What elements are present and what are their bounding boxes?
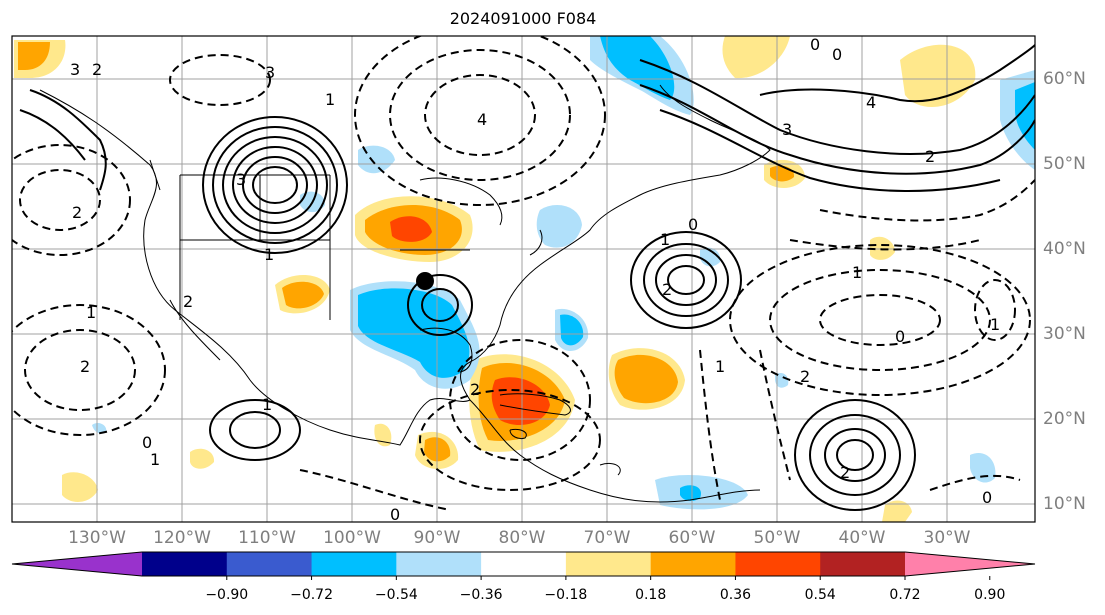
colorbar-tick-label: 0.90 (974, 587, 1006, 603)
contour-label: 2 (925, 147, 935, 166)
lon-label: 130°W (68, 528, 126, 548)
colorbar-segment (650, 552, 736, 576)
colorbar-tick-label: −0.72 (290, 587, 333, 603)
contour-label: 2 (183, 292, 193, 311)
solid-contours (19, 44, 1035, 511)
colorbar-extend-high (905, 552, 1035, 576)
lon-label: 80°W (498, 528, 546, 548)
contour-label: 2 (72, 203, 82, 222)
contour-label: 2 (470, 380, 480, 399)
colorbar-segment (142, 552, 228, 576)
contour-label: 1 (990, 315, 1000, 334)
contour-label: 4 (866, 93, 876, 112)
lon-label: 70°W (583, 528, 631, 548)
lon-label: 50°W (753, 528, 801, 548)
contour-label: 1 (262, 395, 272, 414)
lon-label: 60°W (668, 528, 716, 548)
colorbar-tick-label: −0.90 (205, 587, 249, 603)
contour-label: 2 (80, 357, 90, 376)
lon-label: 40°W (838, 528, 886, 548)
contour-label: 0 (142, 433, 152, 452)
contour-label: 1 (150, 450, 160, 469)
contour-label: 2 (662, 280, 672, 299)
contour-label: 0 (688, 215, 698, 234)
lat-label: 20°N (1043, 409, 1086, 429)
lat-label: 60°N (1043, 69, 1086, 89)
lon-label: 30°W (923, 528, 971, 548)
lat-label: 10°N (1043, 494, 1086, 514)
colorbar-extend-low (12, 552, 142, 576)
colorbar-segment (226, 552, 313, 576)
contour-label: 2 (800, 367, 810, 386)
contour-label: 0 (982, 488, 992, 507)
contour-label: 3 (782, 120, 792, 139)
colorbar-segment (735, 552, 821, 576)
contour-label: 3 (236, 170, 246, 189)
colorbar-segment (396, 552, 482, 576)
lat-label: 50°N (1043, 154, 1086, 174)
colorbar-tick-label: −0.36 (459, 587, 503, 603)
contour-label: 0 (810, 35, 820, 54)
colorbar-segment (565, 552, 652, 576)
contour-label: 2 (840, 463, 850, 482)
contour-label: 4 (477, 110, 487, 129)
lon-label: 110°W (238, 528, 296, 548)
colorbar-segment (820, 552, 906, 576)
lon-label: 100°W (323, 528, 381, 548)
colorbar-segment (311, 552, 397, 576)
contour-label: 1 (715, 357, 725, 376)
contour-label: 0 (390, 505, 400, 524)
contour-label: 1 (660, 230, 670, 249)
lat-label: 30°N (1043, 324, 1086, 344)
dashed-contours (12, 36, 1035, 511)
colorbar-segment (481, 552, 567, 576)
contour-label: 3 (70, 60, 80, 79)
colorbar-tick-label: −0.18 (544, 587, 588, 603)
contour-label: 0 (832, 45, 842, 64)
colorbar-tick-label: 0.54 (804, 587, 836, 603)
map-title: 2024091000 F084 (449, 9, 597, 28)
colorbar-tick-label: −0.54 (374, 587, 418, 603)
coastlines (39, 84, 771, 503)
contour-label: 0 (895, 327, 905, 346)
colorbar-tick-label: 0.36 (719, 587, 752, 603)
contour-label: 2 (92, 60, 102, 79)
contour-label: 1 (86, 303, 96, 322)
contour-labels: 3 2 3 4 1 0 4 0 3 2 1 1 2 0 2 3 1 0 1 2 … (70, 35, 1000, 524)
colorbar-tick-label: 0.72 (889, 587, 921, 603)
contour-label: 1 (325, 90, 335, 109)
contour-label: 1 (852, 263, 862, 282)
location-marker (416, 272, 434, 290)
graticule (12, 36, 1035, 522)
lon-label: 120°W (153, 528, 211, 548)
contour-label: 3 (265, 63, 275, 82)
colorbar-tick-label: 0.18 (635, 587, 667, 603)
lat-label: 40°N (1043, 239, 1086, 259)
lon-label: 90°W (413, 528, 461, 548)
contour-label: 1 (264, 245, 274, 264)
